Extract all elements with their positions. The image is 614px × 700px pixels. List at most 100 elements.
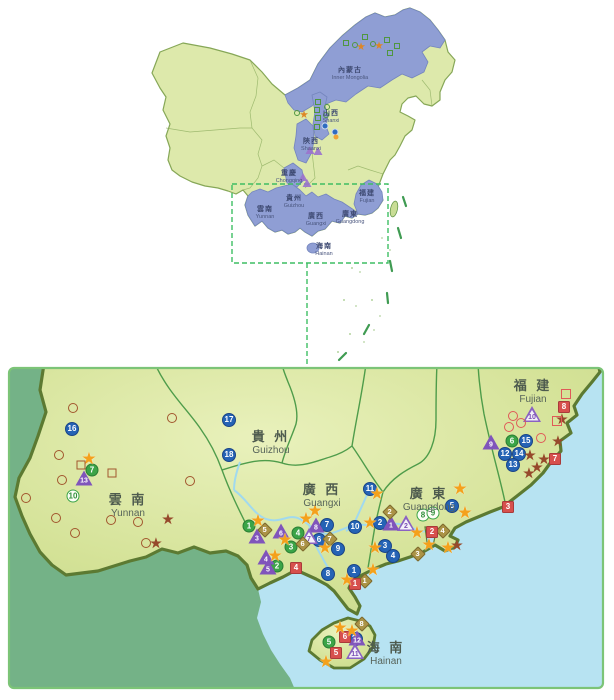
marker-number: 1 — [389, 522, 393, 529]
province-label-shaanxi: 陝西 Shaanxi — [301, 136, 321, 152]
label-en: Inner Mongolia — [331, 75, 369, 81]
marker-number: 10 — [528, 413, 536, 421]
blue-circle-marker-18: 18 — [222, 448, 236, 462]
brown-circle-o-marker — [167, 413, 177, 423]
orange-star-marker: ★ — [299, 512, 312, 527]
province-label-guangdong: 廣東 Guangdong — [336, 209, 365, 225]
star-glyph: ★ — [251, 512, 265, 530]
green-circle-outline-marker-9: 9 — [426, 506, 440, 520]
star-glyph: ★ — [410, 524, 424, 542]
star-glyph: ★ — [299, 109, 309, 120]
sea-island-dots — [337, 237, 391, 353]
t-circle-o-marker — [294, 110, 300, 116]
red-square-o-marker — [552, 416, 562, 426]
orange-star-marker: ★ — [441, 541, 454, 556]
marker-number: 1 — [246, 521, 252, 530]
brown-circle-o-marker — [57, 475, 67, 485]
red-square-marker-8: 8 — [558, 401, 570, 413]
province-label-guizhou: 貴 州 Guizhou — [252, 426, 291, 456]
brown-star-marker: ★ — [523, 467, 535, 480]
marker-number: 7 — [307, 535, 311, 543]
label-zh: 貴州 — [286, 195, 302, 202]
red-square-marker-5: 5 — [330, 647, 342, 659]
label-en: Hainan — [315, 251, 333, 257]
marker-number: 3 — [288, 542, 294, 551]
orange-star-marker: ★ — [453, 482, 466, 497]
label-en: Chongqing — [275, 178, 303, 184]
taiwan-island — [389, 200, 399, 218]
marker-number: 3 — [505, 502, 511, 511]
star-glyph: ★ — [370, 485, 384, 503]
t-orange-dot-marker — [333, 134, 339, 140]
star-glyph: ★ — [374, 40, 384, 51]
blue-circle-marker-8: 8 — [321, 567, 335, 581]
marker-number: 6 — [509, 436, 515, 445]
t-square-o-marker — [314, 107, 320, 113]
marker-number: 14 — [514, 449, 524, 458]
province-label-guangxi: 廣 西 Guangxi — [303, 479, 342, 509]
label-zh: 重慶 — [280, 170, 297, 177]
marker-number: 7 — [89, 465, 95, 474]
orange-star-marker: ★ — [82, 452, 95, 467]
marker-number: 3 — [255, 535, 259, 542]
marker-number: 2 — [274, 561, 280, 570]
marker-number: 13 — [508, 460, 518, 469]
orange-star-marker: ★ — [318, 541, 331, 556]
star-glyph: ★ — [538, 451, 550, 467]
label-en: Shanxi — [322, 118, 340, 124]
province-label-yunnan: 雲南 Yunnan — [256, 204, 275, 220]
star-glyph: ★ — [278, 531, 292, 549]
star-glyph: ★ — [458, 504, 472, 522]
label-zh: 雲 南 — [108, 492, 148, 507]
blue-circle-marker-7: 7 — [320, 518, 334, 532]
brown-circle-o-marker — [141, 538, 151, 548]
province-hainan — [306, 242, 320, 254]
t-triangle-marker — [302, 179, 312, 187]
triangle-fill — [399, 519, 413, 530]
marker-number: 5 — [333, 648, 339, 657]
orange-star-marker: ★ — [458, 506, 471, 521]
star-glyph: ★ — [299, 510, 313, 528]
label-en: Fujian — [359, 198, 375, 204]
label-zh: 海 南 — [366, 640, 406, 655]
marker-number: 8 — [420, 510, 426, 519]
marker-number: 2 — [387, 507, 393, 517]
province-label-hainan: 海南 Hainan — [315, 241, 332, 257]
t-star-marker: ★ — [357, 42, 365, 52]
provinces-south-band — [244, 183, 359, 237]
marker-number: 3 — [382, 541, 388, 550]
marker-number: 12 — [500, 449, 510, 458]
red-circle-o-marker — [504, 422, 514, 432]
green-circle-marker-5: 5 — [322, 635, 336, 649]
star-glyph: ★ — [552, 433, 564, 449]
marker-number: 4 — [295, 528, 301, 537]
province-label-guangxi: 廣西 Guangxi — [306, 211, 327, 227]
brown-star-marker: ★ — [552, 435, 564, 448]
marker-number: 10 — [350, 522, 360, 531]
blue-circle-marker-10: 10 — [348, 520, 362, 534]
star-glyph: ★ — [340, 571, 354, 589]
star-glyph: ★ — [319, 653, 333, 671]
blue-circle-marker-4: 4 — [386, 549, 400, 563]
south-china-detail-map — [9, 368, 603, 688]
star-glyph: ★ — [268, 547, 282, 565]
orange-star-marker: ★ — [251, 514, 264, 529]
marker-number: 7 — [324, 520, 330, 529]
orange-star-marker: ★ — [308, 504, 321, 519]
label-en: Shaanxi — [301, 146, 321, 152]
label-en: Guizhou — [283, 203, 305, 209]
marker-number: 1 — [352, 579, 358, 588]
star-glyph: ★ — [366, 561, 380, 579]
t-circle-o-marker — [323, 112, 329, 118]
orange-star-marker: ★ — [268, 549, 281, 564]
marker-number: 7 — [552, 454, 558, 463]
brown-star-marker: ★ — [451, 539, 463, 552]
brown-circle-o-marker — [68, 403, 78, 413]
star-glyph: ★ — [531, 459, 543, 475]
label-zh: 內蒙古 — [337, 67, 362, 74]
star-glyph: ★ — [451, 537, 463, 553]
orange-star-marker: ★ — [345, 624, 358, 639]
star-glyph: ★ — [523, 465, 535, 481]
label-zh: 廣 東 — [409, 486, 449, 501]
